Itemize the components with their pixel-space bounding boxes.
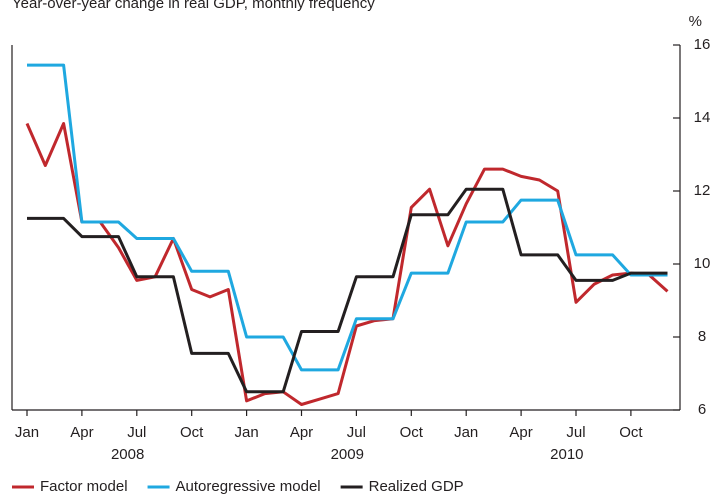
y-tick-label: 12 bbox=[694, 182, 711, 199]
y-tick-label: 6 bbox=[698, 401, 706, 418]
y-unit-label: % bbox=[689, 13, 702, 30]
y-tick-label: 14 bbox=[694, 109, 711, 126]
legend-label: Autoregressive model bbox=[176, 478, 321, 495]
y-tick-label: 8 bbox=[698, 328, 706, 345]
series-line bbox=[27, 187, 668, 394]
x-tick-label: Jul bbox=[347, 424, 366, 441]
legend-label: Realized GDP bbox=[369, 478, 464, 495]
x-tick-label: Apr bbox=[509, 424, 532, 441]
year-label: 2009 bbox=[331, 446, 364, 463]
series-line bbox=[27, 63, 668, 372]
x-tick-label: Jan bbox=[454, 424, 478, 441]
x-tick-label: Apr bbox=[290, 424, 313, 441]
plot-frame bbox=[11, 45, 681, 411]
legend-label: Factor model bbox=[40, 478, 128, 495]
x-tick-label: Jul bbox=[566, 424, 585, 441]
x-tick-label: Oct bbox=[619, 424, 643, 441]
x-tick-label: Jan bbox=[235, 424, 259, 441]
x-tick-label: Oct bbox=[180, 424, 204, 441]
x-tick-label: Apr bbox=[70, 424, 93, 441]
year-label: 2008 bbox=[111, 446, 144, 463]
y-tick-label: 16 bbox=[694, 36, 711, 53]
series-line bbox=[25, 122, 669, 406]
x-tick-label: Jan bbox=[15, 424, 39, 441]
y-tick-label: 10 bbox=[694, 255, 711, 272]
chart-subtitle: Year-over-year change in real GDP, month… bbox=[12, 0, 375, 12]
x-tick-label: Oct bbox=[400, 424, 424, 441]
year-label: 2010 bbox=[550, 446, 583, 463]
x-tick-label: Jul bbox=[127, 424, 146, 441]
